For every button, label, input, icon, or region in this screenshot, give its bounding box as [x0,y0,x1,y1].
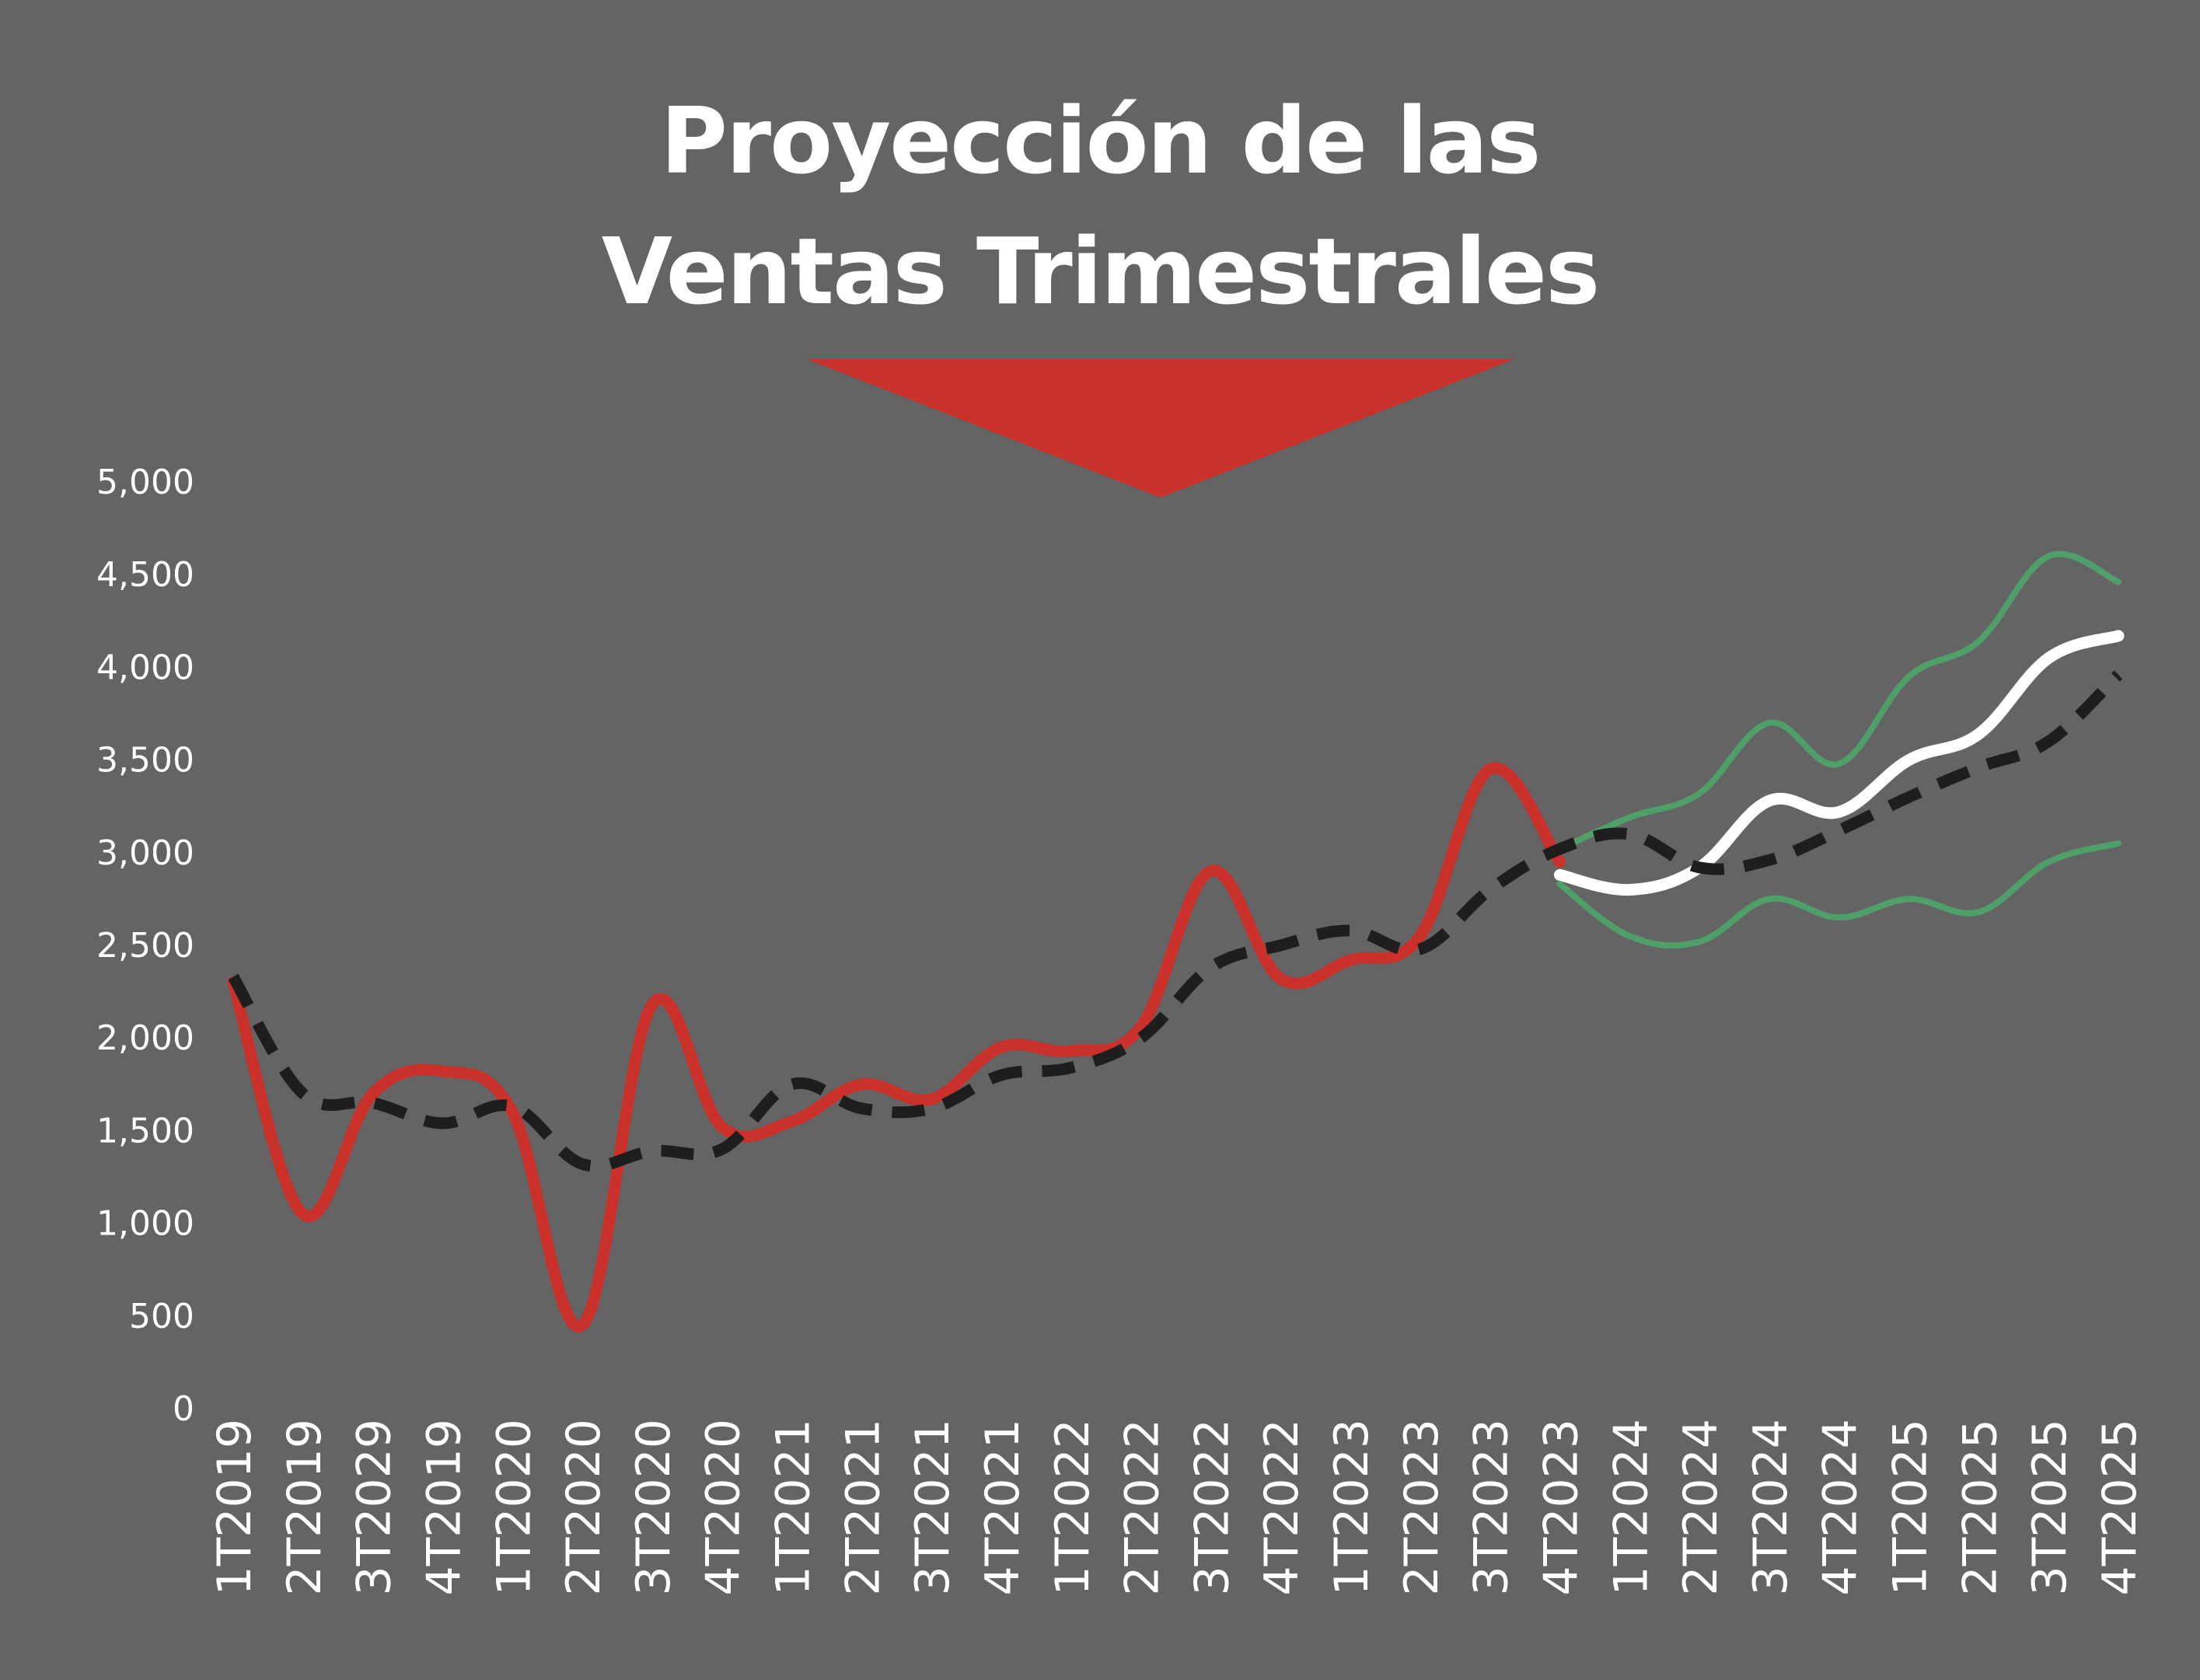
x-tick-label: 4T2023 [1534,1419,1588,1596]
y-tick-label: 1,500 [96,1111,194,1151]
y-tick-label: 2,000 [96,1018,194,1058]
x-tick-label: 4T2022 [1255,1419,1309,1596]
x-tick-label: 2T2019 [278,1419,332,1596]
series-line-upper [1556,550,2121,852]
y-tick-label: 3,000 [96,833,194,873]
y-tick-label: 4,000 [96,648,194,687]
y-tick-label: 1,000 [96,1204,194,1244]
x-tick-label: 4T2020 [697,1419,751,1596]
down-arrow-icon [807,359,1514,498]
chart-title-line-1: Proyección de las [660,87,1541,194]
x-tick-label: 3T2020 [627,1419,681,1596]
x-tick-label: 3T2021 [906,1419,960,1596]
x-tick-label: 3T2029 [347,1419,402,1596]
series-layer [227,550,2125,1332]
x-tick-label: 2T2020 [557,1419,611,1596]
x-tick-label: 1T2024 [1604,1419,1658,1596]
x-tick-label: 1T2019 [208,1419,262,1596]
y-tick-label: 3,500 [96,741,194,781]
y-tick-label: 2,500 [96,926,194,966]
x-tick-label: 1T2022 [1046,1419,1100,1596]
x-tick-label: 3T2024 [1744,1419,1798,1596]
y-tick-label: 4,500 [96,555,194,595]
x-tick-label: 2T2023 [1395,1419,1449,1596]
x-tick-label: 1T2021 [767,1419,821,1596]
series-line-lower [1556,840,2121,949]
series-line-forecast [1554,630,2125,896]
x-tick-label: 3T2025 [2023,1419,2077,1596]
x-tick-label: 4T2024 [1814,1419,1868,1596]
x-tick-label: 2T2024 [1674,1419,1728,1596]
x-tick-label: 3T2023 [1465,1419,1519,1596]
x-tick-label: 1T2023 [1325,1419,1379,1596]
x-tick-label: 4T2019 [417,1419,471,1596]
y-tick-label: 0 [173,1389,194,1429]
x-tick-label: 1T2020 [487,1419,541,1596]
y-tick-label: 5,000 [96,463,194,502]
series-line-actual [227,762,1566,1332]
x-tick-label: 2T2021 [836,1419,890,1596]
chart-title-line-2: Ventas Trimestrales [601,218,1601,325]
y-tick-label: 500 [129,1297,194,1336]
x-tick-label: 3T2022 [1185,1419,1239,1596]
x-tick-label: 2T2022 [1116,1419,1170,1596]
x-tick-label: 4T2021 [976,1419,1030,1596]
x-axis: 1T2019 2T2019 3T2029 4T2019 1T2020 2T2020 3T20… [208,1419,2147,1596]
y-axis: 0 500 1,000 1,500 2,000 2,500 3,000 3,500 4,000 4… [96,463,194,1429]
series-line-trend [228,670,2123,1172]
x-tick-label: 1T2025 [1884,1419,1938,1596]
x-tick-label: 2T2025 [1953,1419,2007,1596]
x-tick-label: 4T2025 [2093,1419,2147,1596]
